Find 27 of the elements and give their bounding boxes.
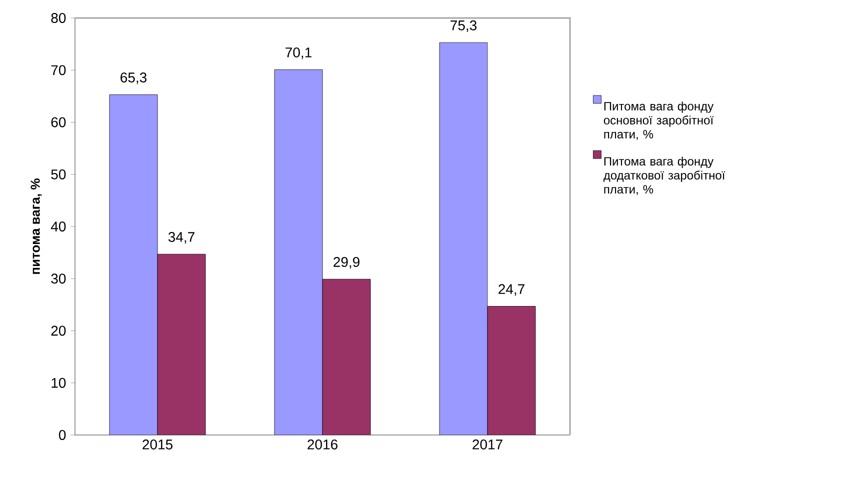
data-label: 24,7 — [498, 284, 524, 296]
y-tick-label: 10 — [52, 378, 66, 388]
data-label: 29,9 — [334, 257, 360, 269]
y-tick-label: 30 — [51, 274, 66, 284]
y-tick-label: 0 — [58, 430, 66, 440]
bar — [322, 279, 370, 435]
x-tick-label: 2017 — [472, 440, 502, 450]
y-tick-label: 20 — [51, 326, 66, 336]
x-tick-label: 2015 — [142, 440, 172, 450]
bar — [439, 42, 488, 435]
y-tick-label: 40 — [50, 222, 66, 232]
legend-label: Питома вага фонду основної заробітної плати, % — [604, 102, 714, 140]
data-label: 34,7 — [168, 232, 194, 244]
y-tick-label: 80 — [51, 13, 66, 23]
legend-label: Питома вага фонду додаткової заробітної плати, % — [604, 156, 726, 195]
bar — [158, 254, 206, 435]
bar — [110, 94, 158, 435]
y-tick-label: 60 — [51, 117, 66, 128]
data-label: 70,1 — [286, 47, 312, 60]
bar — [274, 70, 323, 435]
y-tick-label: 50 — [51, 169, 66, 180]
data-label: 75,3 — [450, 20, 477, 32]
y-tick-label: 70 — [51, 65, 66, 76]
x-tick-label: 2016 — [308, 440, 338, 450]
data-label: 65,3 — [120, 72, 147, 84]
y-axis-title: питома вага, % — [30, 178, 42, 274]
bar — [487, 306, 536, 435]
